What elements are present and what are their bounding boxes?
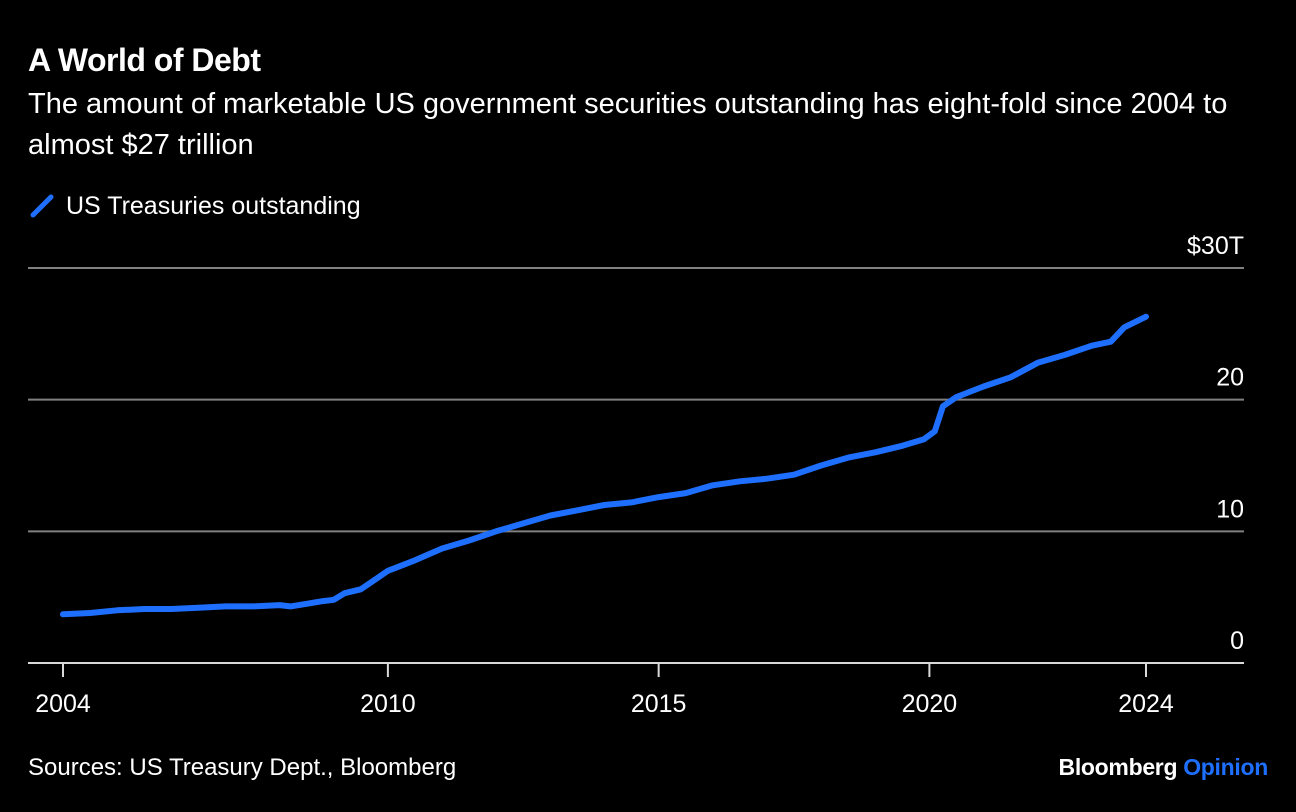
x-tick-label: 2020 bbox=[902, 690, 958, 718]
brand-logo: Bloomberg Opinion bbox=[1058, 754, 1269, 781]
y-tick-label: 10 bbox=[1216, 495, 1244, 523]
chart-subtitle: The amount of marketable US government s… bbox=[28, 88, 1228, 161]
y-tick-label: 0 bbox=[1230, 627, 1244, 655]
x-tick-label: 2010 bbox=[360, 690, 416, 718]
y-tick-label: $30T bbox=[1187, 232, 1244, 260]
series-line-treasuries bbox=[60, 313, 1149, 618]
legend-label: US Treasuries outstanding bbox=[66, 191, 361, 220]
y-tick-label: 20 bbox=[1216, 364, 1244, 392]
source-note: Sources: US Treasury Dept., Bloomberg bbox=[28, 754, 457, 781]
x-tick-label: 2024 bbox=[1118, 690, 1174, 718]
legend-line-icon bbox=[30, 194, 54, 218]
x-tick-label: 2004 bbox=[35, 690, 91, 718]
x-tick-label: 2015 bbox=[631, 690, 687, 718]
legend: US Treasuries outstanding bbox=[28, 188, 361, 224]
brand-name: Bloomberg bbox=[1058, 754, 1178, 780]
brand-opinion: Opinion bbox=[1183, 754, 1268, 780]
chart-title: A World of Debt bbox=[28, 42, 261, 78]
